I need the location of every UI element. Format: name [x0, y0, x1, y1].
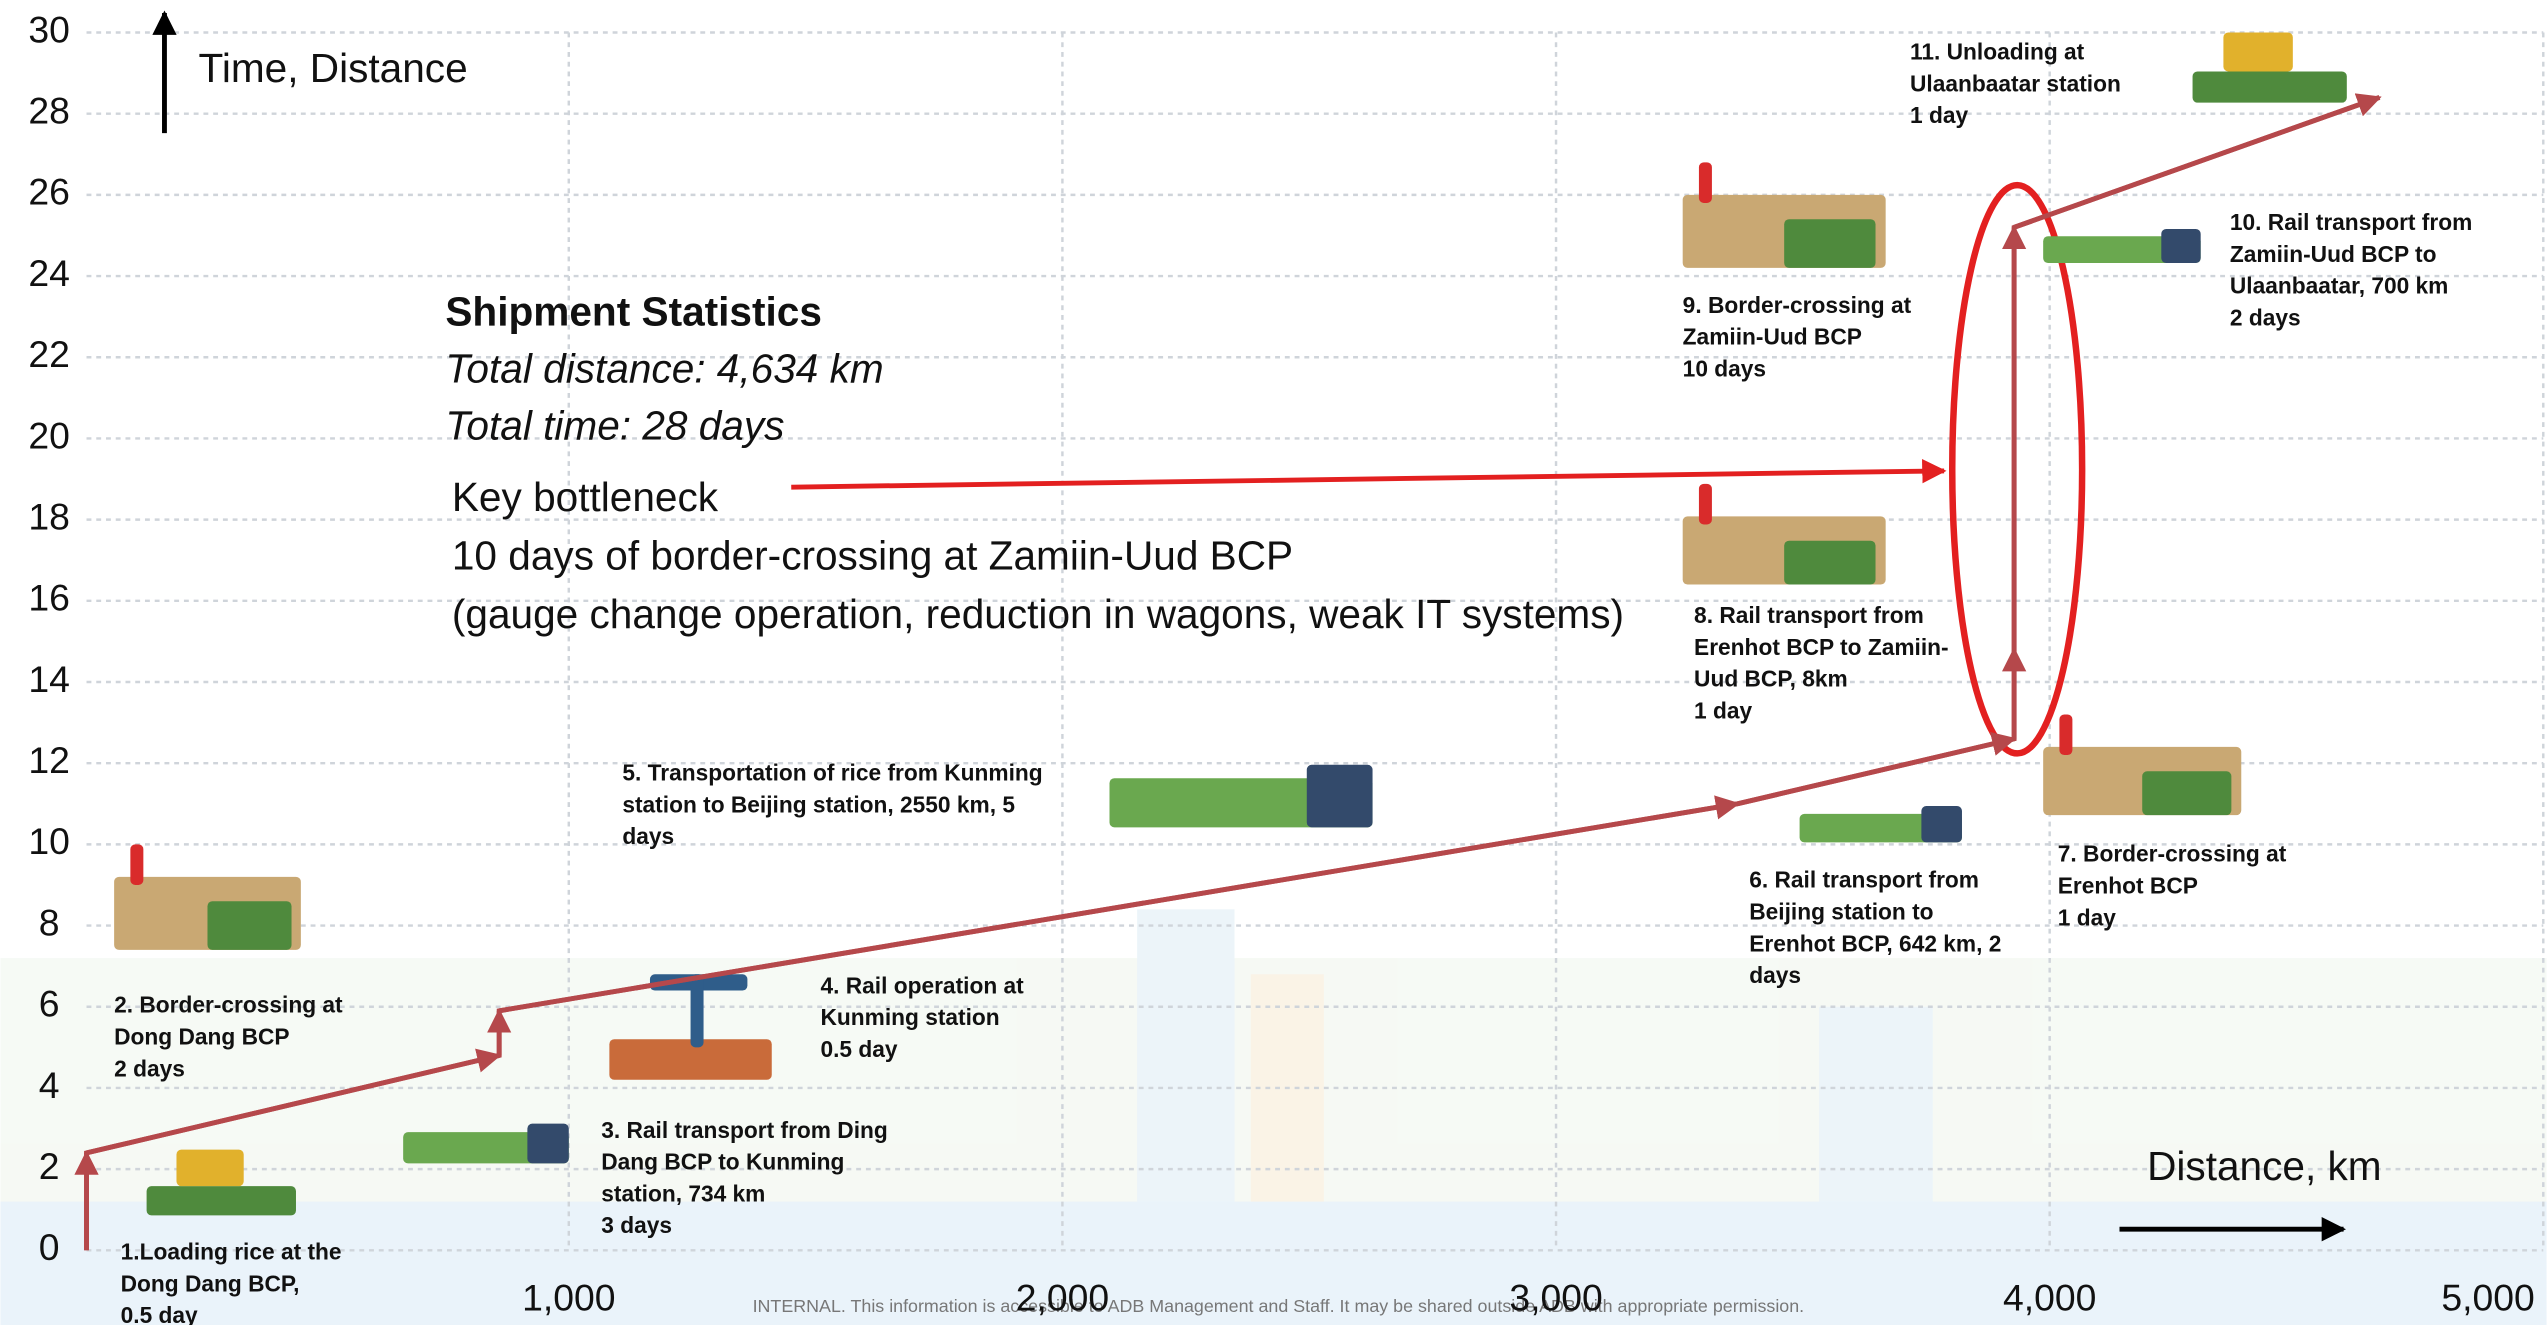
- stats-line: Total distance: 4,634 km: [445, 346, 883, 392]
- y-tick-label: 20: [28, 414, 70, 456]
- step-annotation: days: [1749, 962, 1801, 988]
- step-annotation: days: [622, 823, 674, 849]
- icon: [2192, 71, 2347, 103]
- bottleneck-line: 10 days of border-crossing at Zamiin-Uud…: [452, 532, 1293, 578]
- step-annotation: 3 days: [601, 1212, 672, 1238]
- y-tick-label: 6: [39, 983, 60, 1025]
- icon: [690, 974, 704, 1048]
- icon: [130, 844, 144, 885]
- step-annotation: Dang BCP to Kunming: [601, 1149, 844, 1175]
- stats-title: Shipment Statistics: [445, 289, 822, 335]
- step-annotation: 7. Border-crossing at: [2058, 841, 2287, 867]
- y-tick-label: 4: [39, 1064, 60, 1106]
- y-tick-label: 12: [28, 739, 70, 781]
- step-annotation: Dong Dang BCP,: [121, 1270, 300, 1296]
- x-axis-label: Distance, km: [2147, 1143, 2382, 1189]
- bottleneck-arrow: [791, 459, 1947, 490]
- icon: [146, 1186, 296, 1216]
- step-annotation: 5. Transportation of rice from Kunming: [622, 760, 1042, 786]
- y-tick-label: 16: [28, 577, 70, 619]
- icon: [609, 1039, 772, 1080]
- step-annotation: 9. Border-crossing at: [1683, 292, 1912, 318]
- step-annotation: 10. Rail transport from: [2230, 209, 2472, 235]
- step-annotation: Beijing station to: [1749, 899, 1933, 925]
- y-tick-label: 2: [39, 1145, 60, 1187]
- segment-arrow: [498, 795, 1741, 1014]
- y-tick-label: 24: [28, 252, 70, 294]
- step-annotation: 11. Unloading at: [1910, 39, 2085, 65]
- segment-arrow: [1737, 731, 2017, 807]
- y-tick-label: 8: [39, 901, 60, 943]
- x-tick-label: 5,000: [2441, 1277, 2534, 1319]
- step-annotation: 1.Loading rice at the: [121, 1239, 342, 1265]
- icon: [527, 1123, 569, 1164]
- icon: [1306, 764, 1373, 828]
- footer: INTERNAL. This information is accessible…: [753, 1296, 1805, 1316]
- icon: [1921, 806, 1962, 843]
- step-annotation: Zamiin-Uud BCP: [1683, 324, 1862, 350]
- stats-line: Total time: 28 days: [445, 402, 784, 448]
- x-tick-label: 2,000: [1016, 1277, 1109, 1319]
- icon: [2223, 32, 2293, 72]
- icon: [2142, 771, 2232, 816]
- icon: [1784, 540, 1876, 585]
- step-annotation: Ulaanbaatar, 700 km: [2230, 273, 2448, 299]
- y-tick-label: 0: [39, 1226, 60, 1268]
- y-tick-label: 30: [28, 8, 70, 50]
- bottleneck-highlight: [1948, 181, 2086, 757]
- background-city: [0, 909, 2547, 1325]
- step-annotation: 4. Rail operation at: [820, 972, 1024, 998]
- y-tick-label: 26: [28, 171, 70, 213]
- step-annotation: Kunming station: [820, 1004, 999, 1030]
- y-tick-label: 14: [28, 658, 70, 700]
- step-annotation: 2 days: [114, 1055, 185, 1081]
- bottleneck-line: (gauge change operation, reduction in wa…: [452, 591, 1624, 637]
- icon: [1698, 162, 1712, 203]
- icon: [207, 901, 292, 950]
- step-annotation: Uud BCP, 8km: [1694, 666, 1848, 692]
- step-annotation: 0.5 day: [820, 1036, 897, 1062]
- icons: [114, 32, 2347, 1216]
- step-annotation: 3. Rail transport from Ding: [601, 1117, 888, 1143]
- y-axis-label: Time, Distance: [199, 45, 468, 91]
- step-annotation: station to Beijing station, 2550 km, 5: [622, 791, 1015, 817]
- step-annotation: 2 days: [2230, 305, 2301, 331]
- icon: [2059, 714, 2073, 756]
- step-annotation: Erenhot BCP, 642 km, 2: [1749, 930, 2001, 956]
- y-tick-label: 22: [28, 333, 70, 375]
- y-tick-label: 18: [28, 495, 70, 537]
- step-annotation: 1 day: [2058, 904, 2116, 930]
- bottleneck-line: Key bottleneck: [452, 474, 719, 520]
- y-tick-label: 10: [28, 820, 70, 862]
- step-annotation: Zamiin-Uud BCP to: [2230, 241, 2437, 267]
- icon: [1698, 483, 1712, 525]
- step-annotation: 8. Rail transport from: [1694, 602, 1924, 628]
- step-annotation: Erenhot BCP: [2058, 873, 2198, 899]
- step-annotation: 2. Border-crossing at: [114, 992, 343, 1018]
- icon: [176, 1149, 244, 1187]
- step-annotation: Erenhot BCP to Zamiin-: [1694, 634, 1949, 660]
- step-annotation: 1 day: [1910, 102, 1968, 128]
- icon: [2161, 228, 2201, 264]
- x-tick-label: 3,000: [1509, 1277, 1602, 1319]
- step-annotation: station, 734 km: [601, 1180, 765, 1206]
- segment-arrow: [2013, 93, 2382, 230]
- step-annotation: 6. Rail transport from: [1749, 867, 1979, 893]
- x-tick-label: 4,000: [2003, 1277, 2096, 1319]
- step-annotation: 10 days: [1683, 356, 1766, 382]
- x-tick-label: 1,000: [522, 1277, 615, 1319]
- segment-arrow: [85, 1048, 502, 1156]
- step-annotation: Dong Dang BCP: [114, 1024, 289, 1050]
- y-tick-label: 28: [28, 90, 70, 132]
- step-annotation: Ulaanbaatar station: [1910, 70, 2121, 96]
- step-annotation: 1 day: [1694, 698, 1752, 724]
- icon: [1784, 219, 1876, 268]
- step-annotation: 0.5 day: [121, 1302, 198, 1325]
